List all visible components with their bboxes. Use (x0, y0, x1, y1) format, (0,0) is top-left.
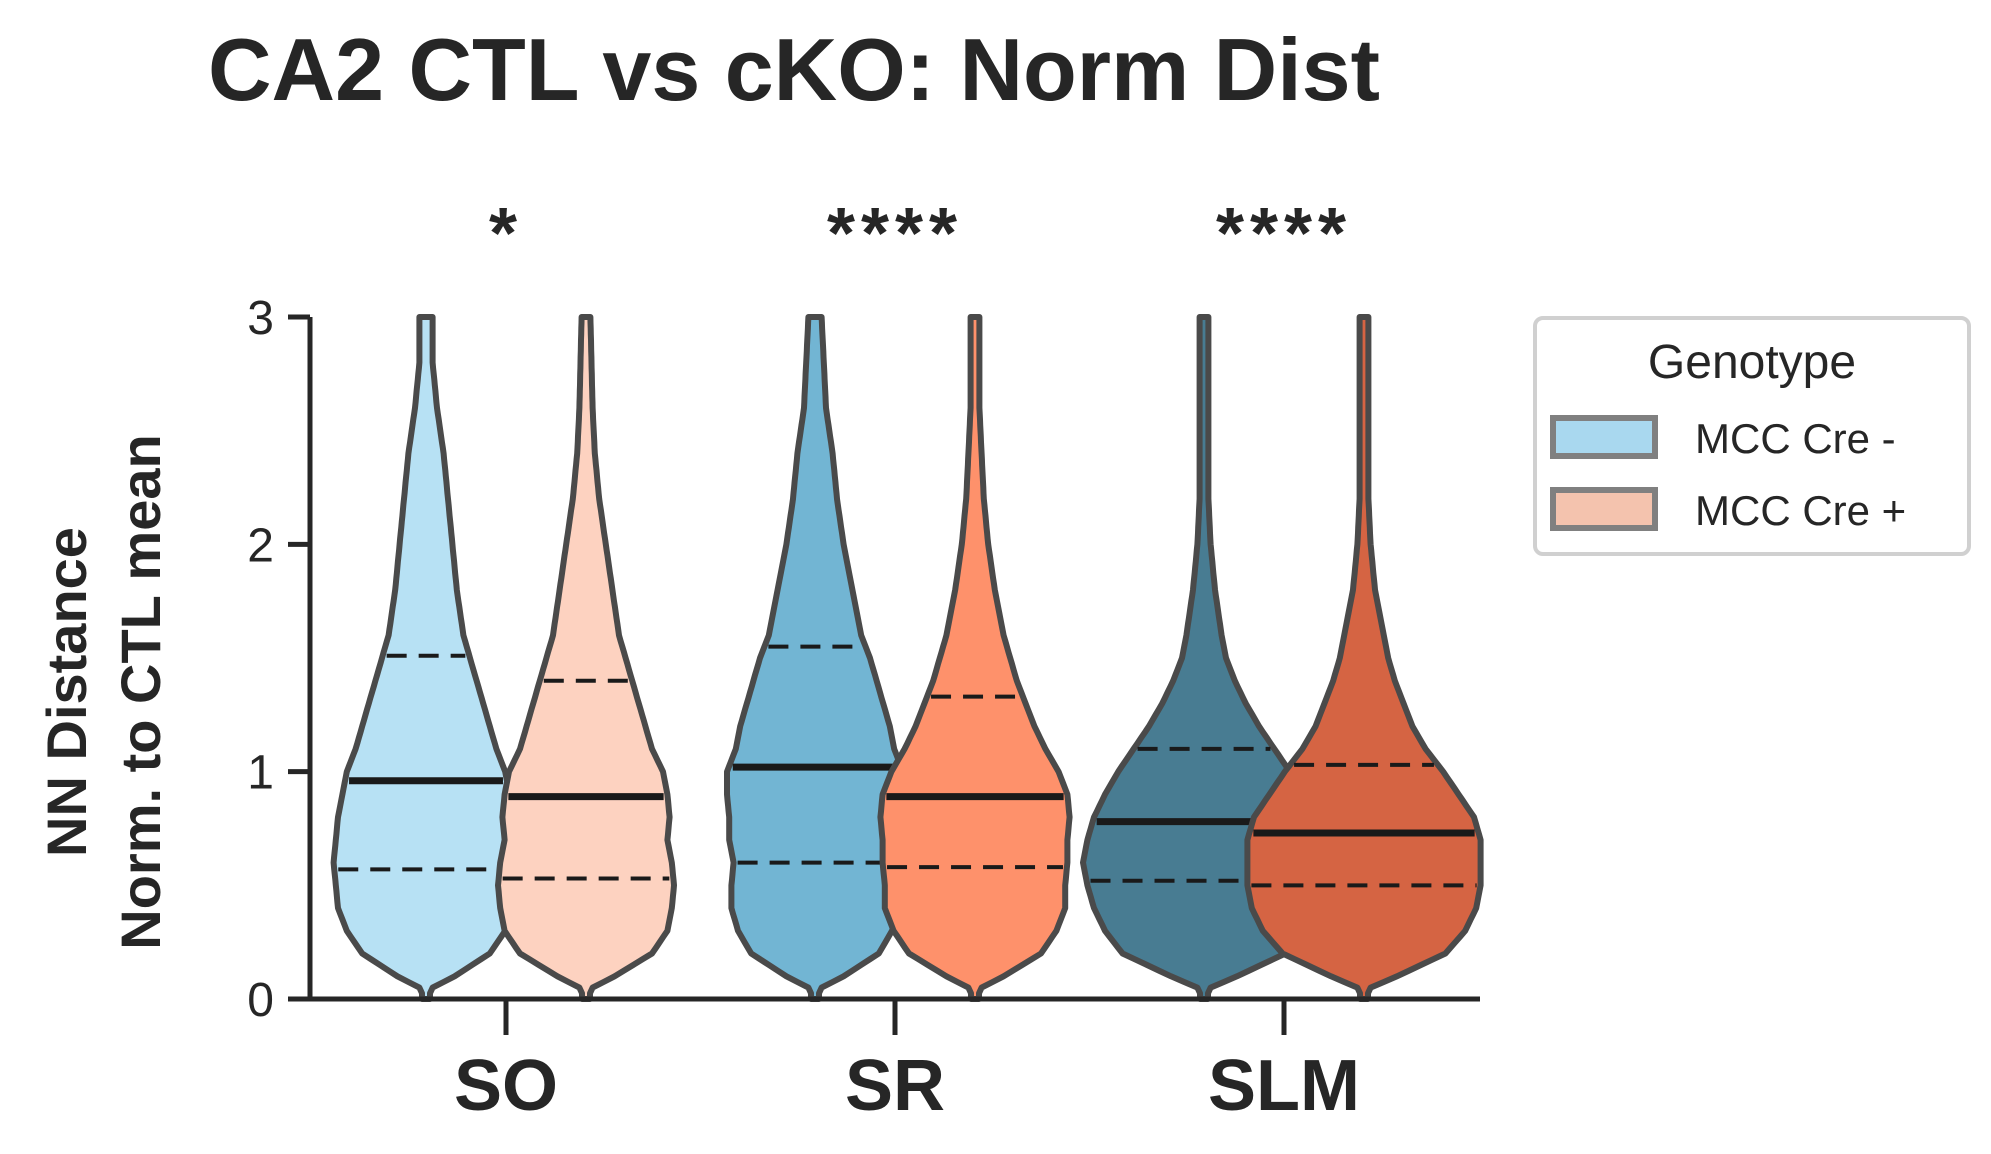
violin-body (495, 314, 677, 1002)
violin-sr-cre-plus (877, 314, 1073, 1002)
x-tick-label-sr: SR (845, 1046, 945, 1126)
x-tick-label-so: SO (454, 1046, 558, 1126)
series-mcc-cre-plus (495, 314, 1484, 1002)
x-tick-label-slm: SLM (1208, 1046, 1360, 1126)
y-tick-label: 3 (247, 292, 274, 345)
y-tick-label: 1 (247, 747, 274, 800)
y-axis-label: NN Distance Norm. to CTL mean (35, 434, 172, 949)
violin-so-cre-minus (330, 314, 522, 1002)
y-axis-label-line-1: NN Distance (35, 527, 98, 857)
violin-body (724, 314, 906, 1002)
significance-marker-sr: **** (827, 194, 963, 274)
significance-marker-slm: **** (1216, 194, 1352, 274)
significance-marker-so: * (489, 194, 523, 274)
y-tick-label: 0 (247, 974, 274, 1027)
violin-slm-cre-plus (1244, 314, 1484, 1002)
y-tick-label: 2 (247, 519, 274, 572)
violin-body (877, 314, 1073, 1002)
violin-body (1244, 314, 1484, 1002)
legend: Genotype MCC Cre - MCC Cre + (1533, 316, 1971, 556)
legend-swatch-cre-plus (1550, 487, 1658, 531)
violin-so-cre-plus (495, 314, 677, 1002)
series-mcc-cre-minus (330, 314, 1328, 1002)
chart-title: CA2 CTL vs cKO: Norm Dist (208, 20, 1380, 119)
violin-sr-cre-minus (724, 314, 906, 1002)
plot-area: 0 1 2 3 SO * SR **** SLM **** (247, 194, 1484, 1126)
y-axis-label-line-2: Norm. to CTL mean (109, 434, 172, 949)
legend-label-cre-minus: MCC Cre - (1695, 415, 1896, 462)
violin-body (330, 314, 522, 1002)
legend-label-cre-plus: MCC Cre + (1695, 487, 1906, 534)
legend-swatch-cre-minus (1550, 415, 1658, 459)
legend-title: Genotype (1648, 336, 1856, 389)
